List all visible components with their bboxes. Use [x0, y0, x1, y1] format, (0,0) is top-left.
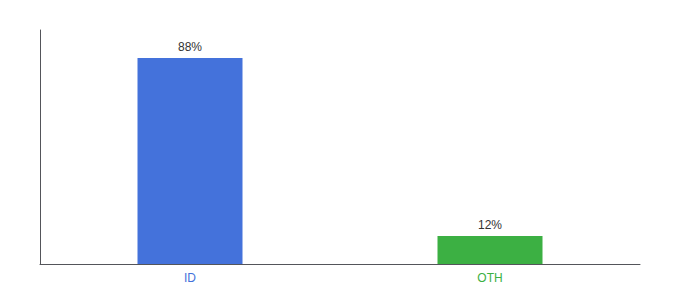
- svg-text:OTH: OTH: [477, 271, 502, 285]
- svg-text:12%: 12%: [478, 218, 502, 232]
- svg-text:ID: ID: [184, 271, 196, 285]
- svg-text:88%: 88%: [178, 40, 202, 54]
